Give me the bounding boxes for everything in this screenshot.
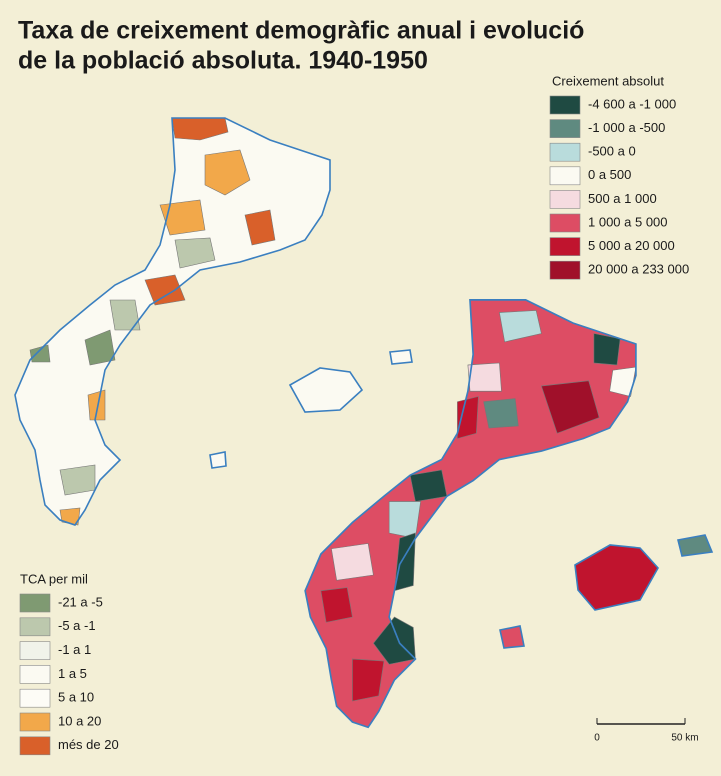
- legend-label: 5 000 a 20 000: [588, 238, 675, 253]
- legend-label: 10 a 20: [58, 713, 101, 728]
- legend-swatch: [549, 213, 581, 233]
- absolute-map: [304, 299, 637, 729]
- region: [174, 237, 216, 269]
- legend-label: -5 a -1: [58, 618, 96, 633]
- island: [389, 349, 413, 365]
- island: [209, 451, 227, 469]
- legend-label: 5 a 10: [58, 690, 94, 705]
- region: [59, 464, 96, 496]
- scale-label: 50 km: [671, 733, 698, 744]
- region: [204, 149, 251, 196]
- region: [320, 587, 353, 623]
- region: [87, 389, 106, 421]
- legend-swatch: [549, 95, 581, 115]
- island: [499, 625, 525, 649]
- legend-swatch: [19, 736, 51, 756]
- legend-swatch: [549, 142, 581, 162]
- region: [373, 616, 416, 665]
- legend-swatch: [549, 260, 581, 280]
- region: [59, 507, 81, 526]
- region: [244, 209, 276, 246]
- title-line: de la població absoluta. 1940-1950: [18, 47, 428, 75]
- legend-title: TCA per mil: [20, 571, 88, 586]
- scale-label: 0: [594, 733, 600, 744]
- legend-label: 0 a 500: [588, 167, 631, 182]
- region: [84, 329, 116, 366]
- region: [409, 469, 448, 502]
- legend-label: 20 000 a 233 000: [588, 262, 689, 277]
- legend-label: -500 a 0: [588, 144, 636, 159]
- legend-label: -1 a 1: [58, 642, 91, 657]
- region: [593, 333, 621, 366]
- region: [144, 274, 186, 306]
- region: [457, 396, 479, 439]
- region: [109, 299, 141, 331]
- island: [574, 544, 659, 611]
- legend-swatch: [19, 593, 51, 613]
- legend-tca: TCA per mil -21 a -5 -5 a -1 -1 a 1 1 a 5 5 …: [19, 571, 119, 756]
- legend-swatch: [549, 119, 581, 138]
- legend-swatch: [19, 688, 51, 708]
- legend-swatch: [19, 641, 51, 660]
- island: [288, 367, 364, 413]
- legend-label: -4 600 a -1 000: [588, 96, 676, 111]
- title-line: Taxa de creixement demogràfic anual i ev…: [18, 17, 584, 45]
- legend-swatch: [549, 190, 581, 209]
- legend-title: Creixement absolut: [552, 73, 664, 88]
- legend-label: 1 a 5: [58, 666, 87, 681]
- region: [499, 310, 542, 343]
- legend-label: -21 a -5: [58, 594, 103, 609]
- scale-bar: 0 50 km: [594, 718, 699, 744]
- legend-swatch: [549, 237, 581, 256]
- legend-label: -1 000 a -500: [588, 120, 665, 135]
- region: [540, 380, 600, 434]
- legend-swatch: [19, 665, 51, 684]
- legend-label: 500 a 1 000: [588, 191, 657, 206]
- legend-absolute: Creixement absolut -4 600 a -1 000 -1 000…: [549, 73, 689, 280]
- region: [483, 398, 519, 429]
- legend-label: més de 20: [58, 737, 119, 752]
- legend-swatch: [19, 617, 51, 637]
- legend-label: 1 000 a 5 000: [588, 214, 668, 229]
- region: [467, 362, 502, 392]
- region: [388, 501, 422, 539]
- legend-swatch: [549, 166, 581, 186]
- legend-swatch: [19, 712, 51, 732]
- region: [352, 658, 385, 702]
- region: [331, 543, 374, 581]
- region: [609, 366, 637, 397]
- tca-map: [14, 117, 413, 526]
- region: [159, 199, 206, 236]
- island: [677, 534, 714, 557]
